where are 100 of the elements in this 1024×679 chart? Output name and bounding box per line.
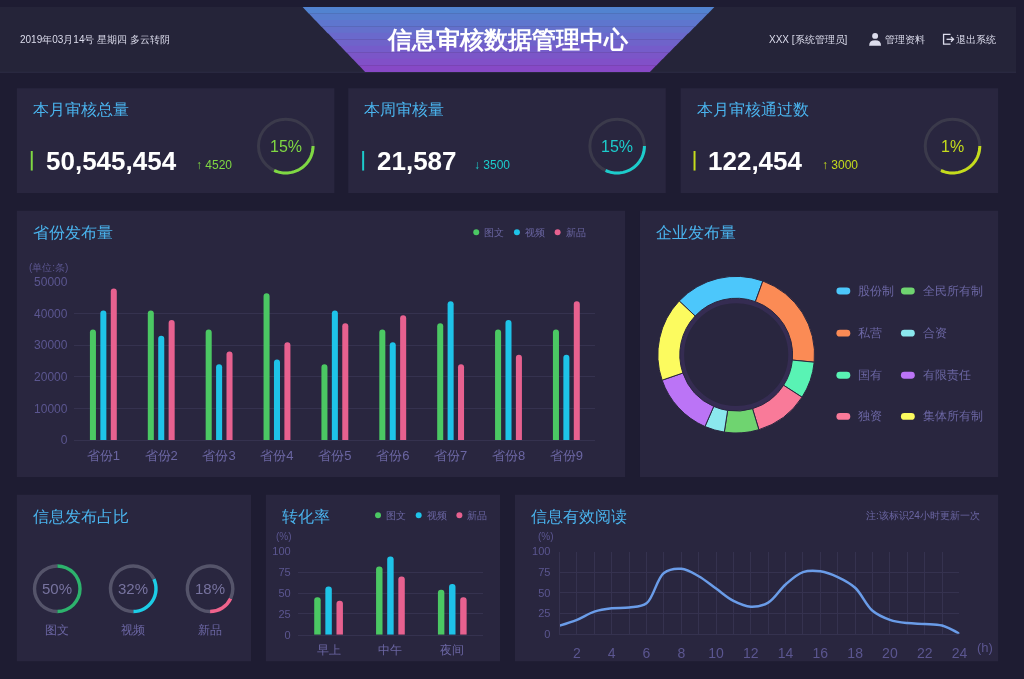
y-tick-label: 100 xyxy=(532,545,551,558)
y-tick-label: 25 xyxy=(278,607,291,620)
x-axis-title: (h) xyxy=(977,640,993,655)
bar xyxy=(458,364,465,440)
x-tick-label: 省份1 xyxy=(86,448,120,464)
bar xyxy=(400,315,407,440)
text: 122,454 xyxy=(708,146,803,176)
text: ↑ 3000 xyxy=(822,158,859,172)
legend-label: 国有 xyxy=(858,368,882,382)
x-tick-label: 省份7 xyxy=(434,448,468,464)
y-tick-label: 100 xyxy=(272,545,291,558)
bar xyxy=(325,586,332,635)
y-axis-title: (%) xyxy=(276,531,292,542)
bar xyxy=(321,364,328,440)
text: 企业发布量 xyxy=(656,224,736,241)
x-tick-label: 16 xyxy=(812,644,829,661)
y-tick-label: 0 xyxy=(60,433,68,448)
x-tick-label: 20 xyxy=(882,644,898,661)
text: ↑ 4520 xyxy=(196,158,233,172)
text: 50% xyxy=(42,580,73,597)
text: 本周审核量 xyxy=(364,101,444,118)
bar xyxy=(110,288,117,440)
y-tick-label: 75 xyxy=(538,565,551,578)
text: 2019年03月14号 星期四 多云转阴 xyxy=(20,34,171,45)
x-tick-label: 14 xyxy=(777,644,794,661)
bar xyxy=(314,597,321,635)
text: 管理资料 xyxy=(885,34,925,45)
slice-label: 新品 xyxy=(198,623,222,637)
x-tick-label: 10 xyxy=(708,644,725,661)
x-tick-label: 省份8 xyxy=(491,448,526,464)
text: 信息审核数据管理中心 xyxy=(387,26,629,53)
bar xyxy=(437,323,444,440)
x-tick-label: 18 xyxy=(847,644,864,661)
bar xyxy=(336,600,343,635)
x-tick-label: 夜间 xyxy=(440,643,465,658)
y-tick-label: 40000 xyxy=(34,306,68,321)
legend-label: 视频 xyxy=(427,510,447,521)
legend-label: 有限责任 xyxy=(923,368,971,382)
bar xyxy=(449,584,456,635)
y-axis-title: (%) xyxy=(538,531,554,542)
text: 50,545,454 xyxy=(46,146,177,176)
legend-label: 私营 xyxy=(858,326,882,340)
text: 信息发布占比 xyxy=(33,508,129,525)
x-tick-label: 中午 xyxy=(378,643,403,658)
y-tick-label: 50 xyxy=(278,587,291,600)
bar xyxy=(147,310,154,440)
text: 32% xyxy=(118,580,149,597)
x-tick-label: 省份5 xyxy=(318,448,352,464)
bar xyxy=(398,576,405,635)
chart-title: 信息有效阅读 xyxy=(531,508,627,525)
bar xyxy=(158,335,165,440)
legend-label: 集体所有制 xyxy=(923,409,983,423)
y-tick-label: 20000 xyxy=(34,370,68,385)
y-tick-label: 50 xyxy=(538,586,551,599)
text: 18% xyxy=(195,580,226,597)
bar xyxy=(573,301,580,440)
bar xyxy=(263,293,270,440)
bar xyxy=(460,597,467,635)
text: 退出系统 xyxy=(956,34,996,45)
bar xyxy=(495,329,502,440)
y-tick-label: 30000 xyxy=(34,338,68,353)
y-tick-label: 0 xyxy=(544,627,551,640)
x-tick-label: 4 xyxy=(607,644,616,661)
bar xyxy=(284,342,291,440)
x-tick-label: 省份4 xyxy=(260,448,294,464)
y-tick-label: 10000 xyxy=(34,401,68,416)
bar xyxy=(387,556,394,635)
bar xyxy=(331,310,338,440)
bar xyxy=(273,359,280,440)
legend-label: 独资 xyxy=(858,409,882,423)
text: ↓ 3500 xyxy=(474,158,511,172)
bar xyxy=(376,566,383,635)
x-tick-label: 2 xyxy=(573,644,582,661)
x-tick-label: 省份2 xyxy=(144,448,178,464)
donut-slice xyxy=(185,564,235,614)
legend-label: 新品 xyxy=(467,510,487,521)
x-tick-label: 早上 xyxy=(316,643,341,658)
bar xyxy=(389,342,396,440)
bar xyxy=(515,354,522,440)
bar xyxy=(100,310,107,440)
x-tick-label: 省份6 xyxy=(376,448,410,464)
legend-label: 视频 xyxy=(525,227,545,238)
x-tick-label: 省份3 xyxy=(202,448,236,464)
bar xyxy=(552,329,559,440)
x-tick-label: 12 xyxy=(743,644,759,661)
bar xyxy=(505,320,512,440)
bar xyxy=(226,351,233,440)
legend-label: 股份制 xyxy=(858,284,894,298)
chart-title: 转化率 xyxy=(282,508,330,525)
text: 本月审核通过数 xyxy=(697,101,809,118)
bar xyxy=(342,323,349,440)
bar xyxy=(437,589,445,635)
y-tick-label: 25 xyxy=(538,607,551,620)
y-axis-title: (单位:条) xyxy=(29,262,69,273)
x-tick-label: 8 xyxy=(677,644,686,661)
text: XXX [系统管理员] xyxy=(769,34,848,45)
bar xyxy=(563,354,570,440)
donut-slice xyxy=(108,564,156,614)
donut-slice xyxy=(210,597,233,614)
chart-title: 省份发布量 xyxy=(33,224,113,241)
